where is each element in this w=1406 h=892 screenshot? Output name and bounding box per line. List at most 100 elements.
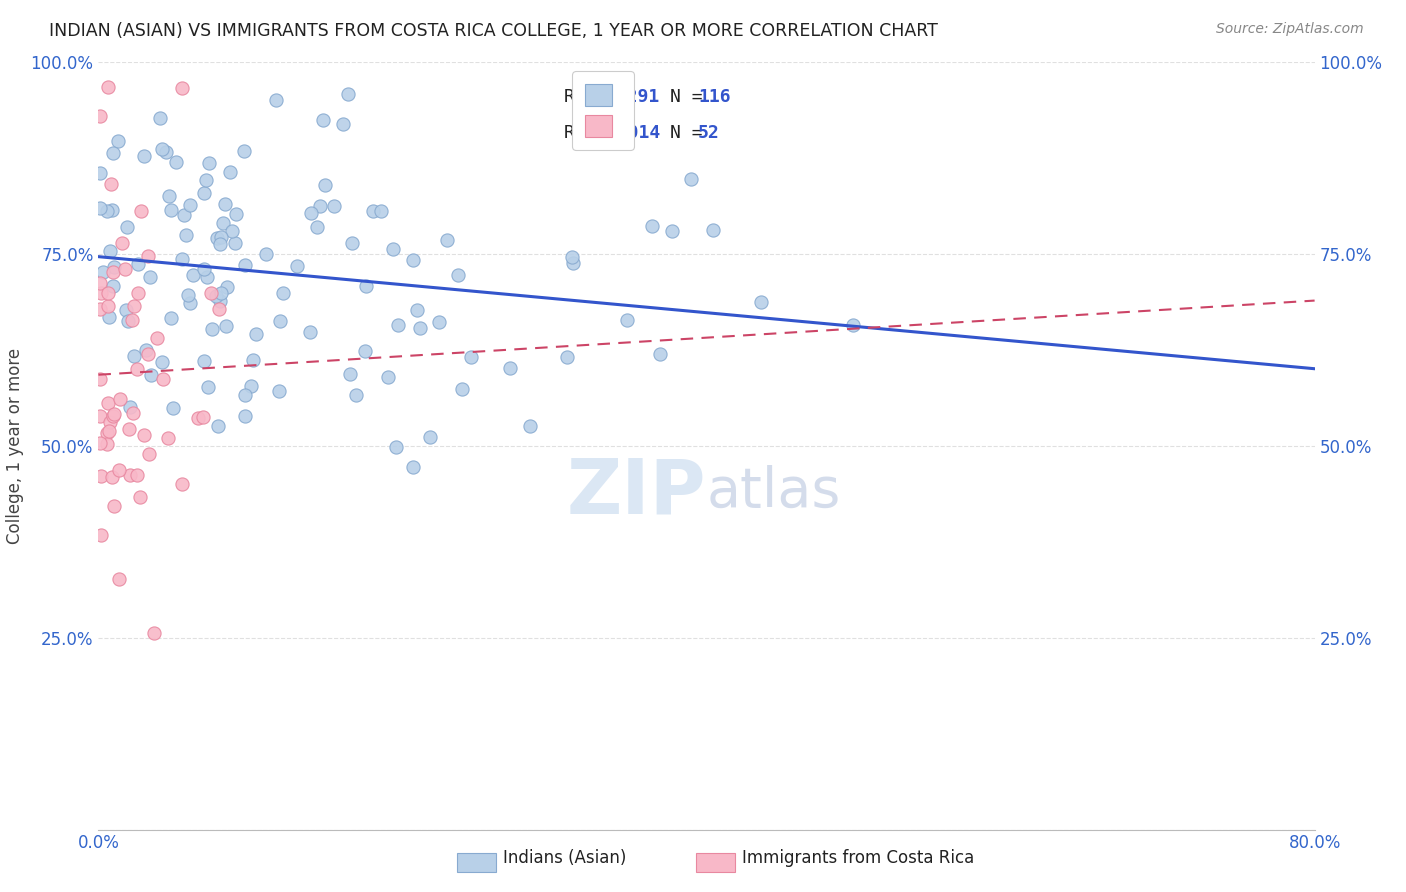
Point [561,250,583,264]
Point [135,343,157,358]
Point [447,268,470,283]
Point [129,490,152,504]
Text: Indians (Asian): Indians (Asian) [503,849,627,867]
Point [100,177,122,191]
Point [155,145,177,159]
Point [101,146,124,161]
Point [101,265,124,279]
Point [382,242,405,256]
Point [103,260,125,274]
Point [219,164,242,178]
Point [129,204,152,219]
Point [242,352,264,367]
Point [409,320,432,334]
Point [322,199,344,213]
Point [240,379,263,393]
Point [193,261,215,276]
Point [127,468,149,483]
Point [111,235,134,250]
Point [233,144,256,158]
Point [245,327,267,342]
Point [181,268,204,282]
Point [221,224,243,238]
Point [702,223,724,237]
Point [406,302,429,317]
Point [150,355,173,369]
Point [152,371,174,385]
Point [197,380,219,394]
Point [370,204,392,219]
Text: R =: R = [564,88,607,106]
Point [661,224,683,238]
Point [139,269,162,284]
Point [200,286,222,301]
Point [264,93,287,107]
Point [332,116,354,130]
Point [679,171,702,186]
Point [205,288,228,302]
Point [156,431,179,445]
Point [354,343,377,358]
Point [208,293,231,308]
Point [96,437,118,451]
Point [640,219,662,233]
Point [132,149,155,163]
Point [195,173,218,187]
Point [309,199,332,213]
Point [214,196,236,211]
Point [152,142,174,156]
Point [121,312,143,326]
Point [103,279,125,293]
Point [233,409,256,424]
Point [115,303,138,318]
Point [118,467,141,482]
Point [162,401,184,415]
Point [107,134,129,148]
Point [339,368,361,382]
Point [165,155,187,169]
Point [377,370,399,384]
Point [136,249,159,263]
Point [342,236,364,251]
Point [555,350,578,364]
Point [254,247,277,261]
Point [89,409,111,423]
Point [122,300,145,314]
Point [460,351,482,365]
Point [616,313,638,327]
Text: -0.291: -0.291 [595,88,659,106]
Point [110,392,132,406]
Point [361,203,384,218]
Point [299,206,322,220]
Point [96,426,118,441]
Point [233,388,256,402]
Point [97,286,120,301]
Point [841,318,863,332]
Point [160,202,183,217]
Text: INDIAN (ASIAN) VS IMMIGRANTS FROM COSTA RICA COLLEGE, 1 YEAR OR MORE CORRELATION: INDIAN (ASIAN) VS IMMIGRANTS FROM COSTA … [49,22,938,40]
Point [387,318,409,333]
Point [224,235,246,250]
Point [174,228,197,243]
Point [195,269,218,284]
Point [141,368,163,382]
Point [273,285,295,300]
Point [201,322,224,336]
Point [197,156,219,170]
Point [103,499,125,513]
Point [93,265,115,279]
Point [402,460,425,475]
Point [170,252,193,267]
Point [172,477,194,491]
Y-axis label: College, 1 year or more: College, 1 year or more [6,348,24,544]
Point [499,361,522,376]
Point [89,301,111,316]
Point [89,372,111,386]
Point [89,276,111,290]
Point [269,314,291,328]
Point [98,244,121,258]
Point [650,347,672,361]
Point [562,256,585,270]
Point [143,626,166,640]
Point [89,201,111,215]
